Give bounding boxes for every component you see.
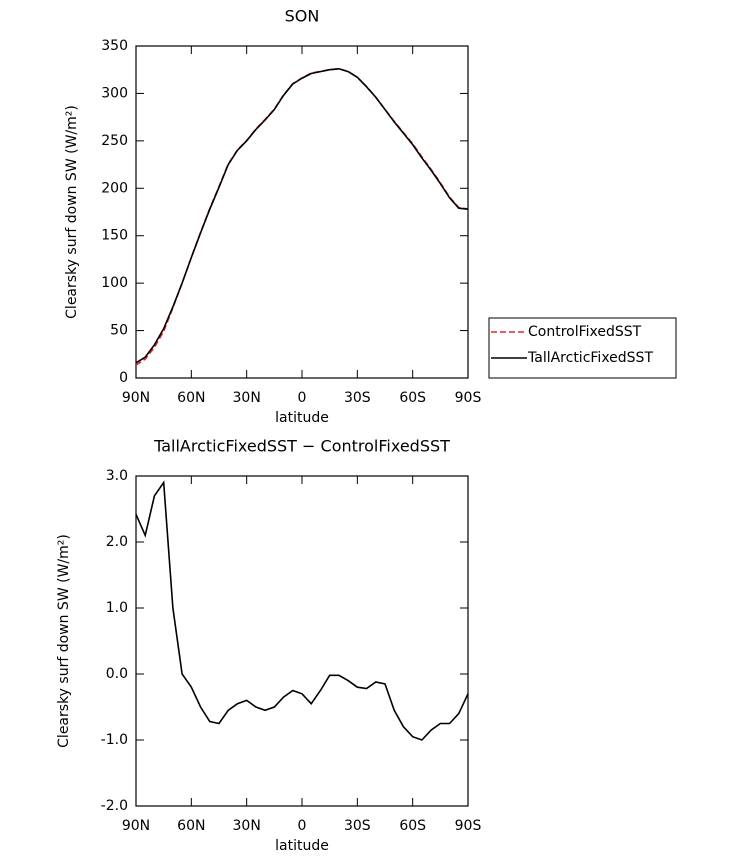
- y-tick-label: 250: [101, 133, 128, 149]
- x-tick-label: 60N: [177, 818, 205, 834]
- chart-title: TallArcticFixedSST − ControlFixedSST: [153, 437, 450, 456]
- plot-frame: [135, 475, 469, 807]
- legend-label: ControlFixedSST: [528, 324, 642, 340]
- x-tick-label: 90S: [455, 818, 482, 834]
- x-tick-label: 30S: [344, 818, 371, 834]
- x-tick-label: 60S: [399, 390, 426, 406]
- y-tick-label: 200: [101, 180, 128, 196]
- x-tick-label: 90N: [122, 818, 150, 834]
- y-tick-label: 3.0: [106, 468, 128, 484]
- legend-box: [488, 317, 677, 379]
- y-tick-label: 150: [101, 228, 128, 244]
- y-tick-label: 350: [101, 38, 128, 54]
- x-tick-label: 60S: [399, 818, 426, 834]
- y-tick-label: -2.0: [101, 798, 128, 814]
- line-series: [135, 67, 469, 364]
- line-series: [135, 67, 469, 366]
- y-tick-label: -1.0: [101, 732, 128, 748]
- x-tick-label: 90S: [455, 390, 482, 406]
- x-tick-label: 60N: [177, 390, 205, 406]
- x-tick-label: 0: [298, 390, 307, 406]
- x-tick-label: 30N: [233, 390, 261, 406]
- x-tick-label: 30S: [344, 390, 371, 406]
- chart-title: SON: [285, 7, 320, 26]
- y-axis-label: Clearsky surf down SW (W/m²): [56, 534, 72, 748]
- legend-label: TallArcticFixedSST: [527, 350, 653, 366]
- y-tick-label: 50: [110, 323, 128, 339]
- y-tick-label: 0.0: [106, 666, 128, 682]
- y-tick-label: 300: [101, 85, 128, 101]
- y-tick-label: 0: [119, 370, 128, 386]
- x-tick-label: 90N: [122, 390, 150, 406]
- line-series: [135, 480, 469, 741]
- y-axis-label: Clearsky surf down SW (W/m²): [64, 105, 80, 319]
- y-tick-label: 1.0: [106, 600, 128, 616]
- x-tick-label: 30N: [233, 818, 261, 834]
- x-axis-label: latitude: [275, 410, 329, 426]
- plot-frame: [135, 45, 469, 379]
- y-tick-label: 2.0: [106, 534, 128, 550]
- y-tick-label: 100: [101, 275, 128, 291]
- x-axis-label: latitude: [275, 838, 329, 854]
- x-tick-label: 0: [298, 818, 307, 834]
